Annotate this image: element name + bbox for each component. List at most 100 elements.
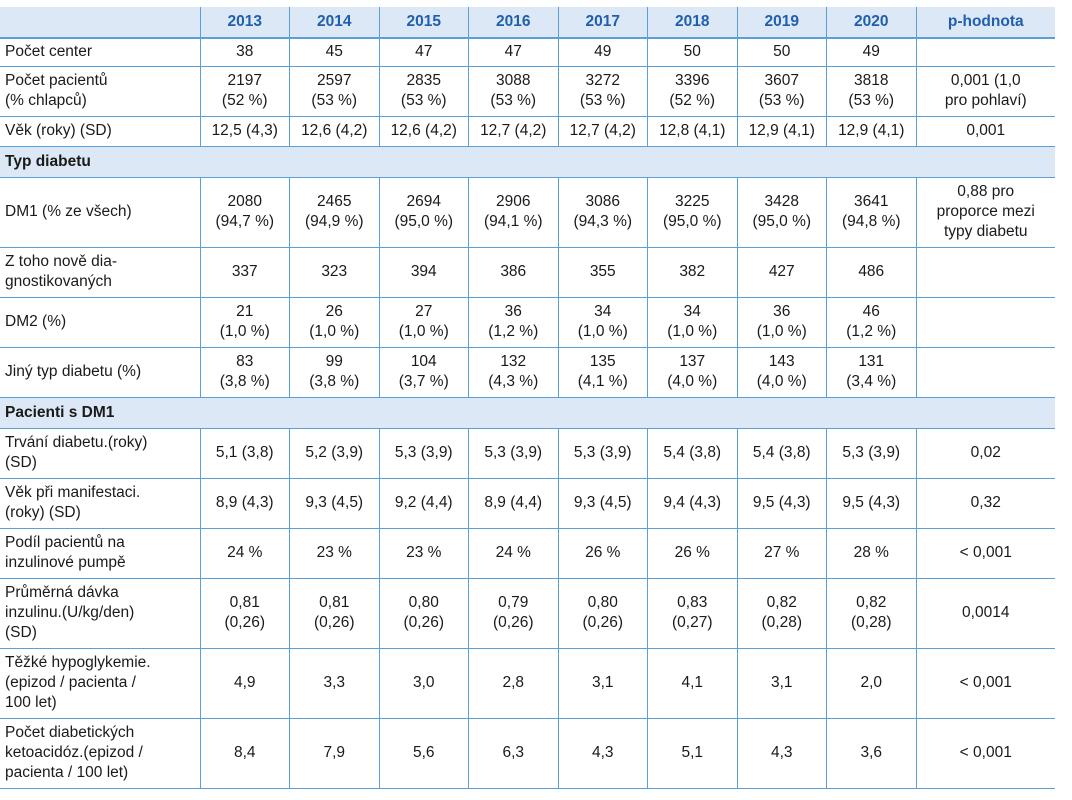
value-cell: 131 (3,4 %) [826, 347, 917, 398]
value-cell: 8,9 (4,3) [200, 478, 290, 529]
table-header: 2013 2014 2015 2016 2017 2018 2019 2020 p-hodnot… [0, 7, 1055, 39]
cell-line: 27 [415, 303, 433, 320]
row-label: DM2 (%) [0, 297, 201, 348]
row-label: Z toho nově dia-gnostikovaných [0, 247, 201, 298]
cell-line: typy diabetu [943, 223, 1028, 240]
cell-line: proporce mezi [936, 203, 1035, 220]
cell-line: (1,2 %) [488, 323, 539, 340]
cell-line: (3,4 %) [846, 373, 897, 390]
value-cell: 137 (4,0 %) [647, 347, 738, 398]
cell-line: 99 [325, 353, 343, 370]
value-cell: 12,8 (4,1) [647, 116, 738, 147]
header-year-2017: 2017 [558, 7, 648, 39]
table-row: Průměrná dávka inzulinu.(U/kg/den) (SD) 0,8… [0, 578, 1055, 649]
table-body: Počet center 38 45 47 47 49 50 50 49 Počet pacien… [0, 38, 1055, 789]
cell-line: 49 [594, 43, 612, 61]
cell-line: (% chlapců) [5, 92, 87, 109]
value-cell: 28 % [826, 528, 917, 579]
value-cell: 427 [737, 247, 827, 298]
value-cell: 0,82 (0,28) [826, 578, 917, 649]
cell-line: 6,3 [502, 744, 525, 761]
table-row: Těžké hypoglykemie. (epizod / pacienta / 1… [0, 648, 1055, 719]
value-cell: 3272 (53 %) [558, 66, 648, 117]
cell-line: Průměrná dávka [5, 584, 119, 601]
value-cell: 382 [647, 247, 738, 298]
cell-line: 12,9 (4,1) [838, 122, 905, 139]
value-cell: 5,4 (3,8) [737, 428, 827, 479]
value-cell: 104 (3,7 %) [379, 347, 469, 398]
cell-line: 3,1 [770, 674, 793, 691]
cell-line: 49 [862, 43, 880, 61]
value-cell: 12,6 (4,2) [379, 116, 469, 147]
value-cell: 8,4 [200, 718, 290, 789]
header-corner [0, 7, 201, 39]
cell-line: (95,0 %) [752, 213, 812, 230]
cell-line: 0,82 [856, 594, 887, 611]
cell-line: (SD) [5, 624, 37, 641]
cell-line: 36 [504, 303, 522, 320]
header-year-2013: 2013 [200, 7, 290, 39]
value-cell: 12,7 (4,2) [468, 116, 559, 147]
cell-line: Počet pacientů [5, 72, 108, 89]
header-year-2018: 2018 [647, 7, 738, 39]
table-row: DM2 (%) 21 (1,0 %) 26 (1,0 %) 27 (1,0 %) 36 (1,2… [0, 297, 1055, 348]
value-cell: 9,5 (4,3) [737, 478, 827, 529]
cell-line: 3607 [764, 72, 799, 89]
p-value-cell: 0,02 [916, 428, 1055, 479]
cell-line: 12,7 (4,2) [480, 122, 547, 139]
cell-line: Věk při manifestaci. [5, 484, 141, 501]
value-cell: 36 (1,2 %) [468, 297, 559, 348]
cell-line: 2,8 [502, 674, 525, 691]
cell-line: 3225 [675, 193, 710, 210]
row-label: Podíl pacientů na inzulinové pumpě [0, 528, 201, 579]
row-label: Jiný typ diabetu (%) [0, 347, 201, 398]
value-cell: 47 [468, 38, 559, 67]
cell-line: 4,1 [681, 674, 704, 691]
table-row: Věk při manifestaci. (roky) (SD) 8,9 (4,3)… [0, 478, 1055, 529]
cell-line: 2694 [406, 193, 441, 210]
cell-line: 26 % [585, 544, 621, 561]
cell-line: 5,6 [412, 744, 435, 761]
value-cell: 4,1 [647, 648, 738, 719]
cell-line: Počet diabetických [5, 724, 135, 741]
cell-line: (94,8 %) [841, 213, 901, 230]
value-cell: 47 [379, 38, 469, 67]
cell-line: 5,3 (3,9) [394, 444, 453, 461]
cell-line: (94,7 %) [215, 213, 275, 230]
value-cell: 0,81 (0,26) [200, 578, 290, 649]
value-cell: 0,80 (0,26) [558, 578, 648, 649]
value-cell: 3225 (95,0 %) [647, 177, 738, 248]
cell-line: 135 [589, 353, 616, 370]
cell-line: (94,3 %) [573, 213, 633, 230]
value-cell: 12,5 (4,3) [200, 116, 290, 147]
value-cell: 2,0 [826, 648, 917, 719]
value-cell: 26 % [647, 528, 738, 579]
cell-line: 5,3 (3,9) [842, 444, 901, 461]
cell-line: 100 let) [5, 694, 57, 711]
section-row: Typ diabetu [0, 146, 1055, 178]
cell-line: Z toho nově dia- [5, 253, 118, 270]
p-value-cell: < 0,001 [916, 528, 1055, 579]
cell-line: 23 % [316, 544, 352, 561]
cell-line: 8,9 (4,3) [215, 494, 274, 511]
cell-line: 36 [773, 303, 791, 320]
cell-line: (1,0 %) [667, 323, 718, 340]
cell-line: 12,6 (4,2) [390, 122, 457, 139]
header-year-2016: 2016 [468, 7, 559, 39]
cell-line: 337 [231, 263, 258, 280]
cell-line: inzulinu.(U/kg/den) [5, 604, 135, 621]
table-row: Jiný typ diabetu (%) 83 (3,8 %) 99 (3,8 %) 10… [0, 347, 1055, 398]
section-row: Pacienti s DM1 [0, 397, 1055, 429]
cell-line: 386 [500, 263, 527, 280]
cell-line: (53 %) [758, 92, 805, 109]
cell-line: 7,9 [323, 744, 346, 761]
header-year-2019: 2019 [737, 7, 827, 39]
cell-line: 5,1 (3,8) [215, 444, 274, 461]
value-cell: 0,80 (0,26) [379, 578, 469, 649]
value-cell: 50 [737, 38, 827, 67]
cell-line: (52 %) [669, 92, 716, 109]
value-cell: 5,1 (3,8) [200, 428, 290, 479]
cell-line: 9,3 (4,5) [305, 494, 364, 511]
cell-line: (53 %) [400, 92, 447, 109]
value-cell: 3,6 [826, 718, 917, 789]
